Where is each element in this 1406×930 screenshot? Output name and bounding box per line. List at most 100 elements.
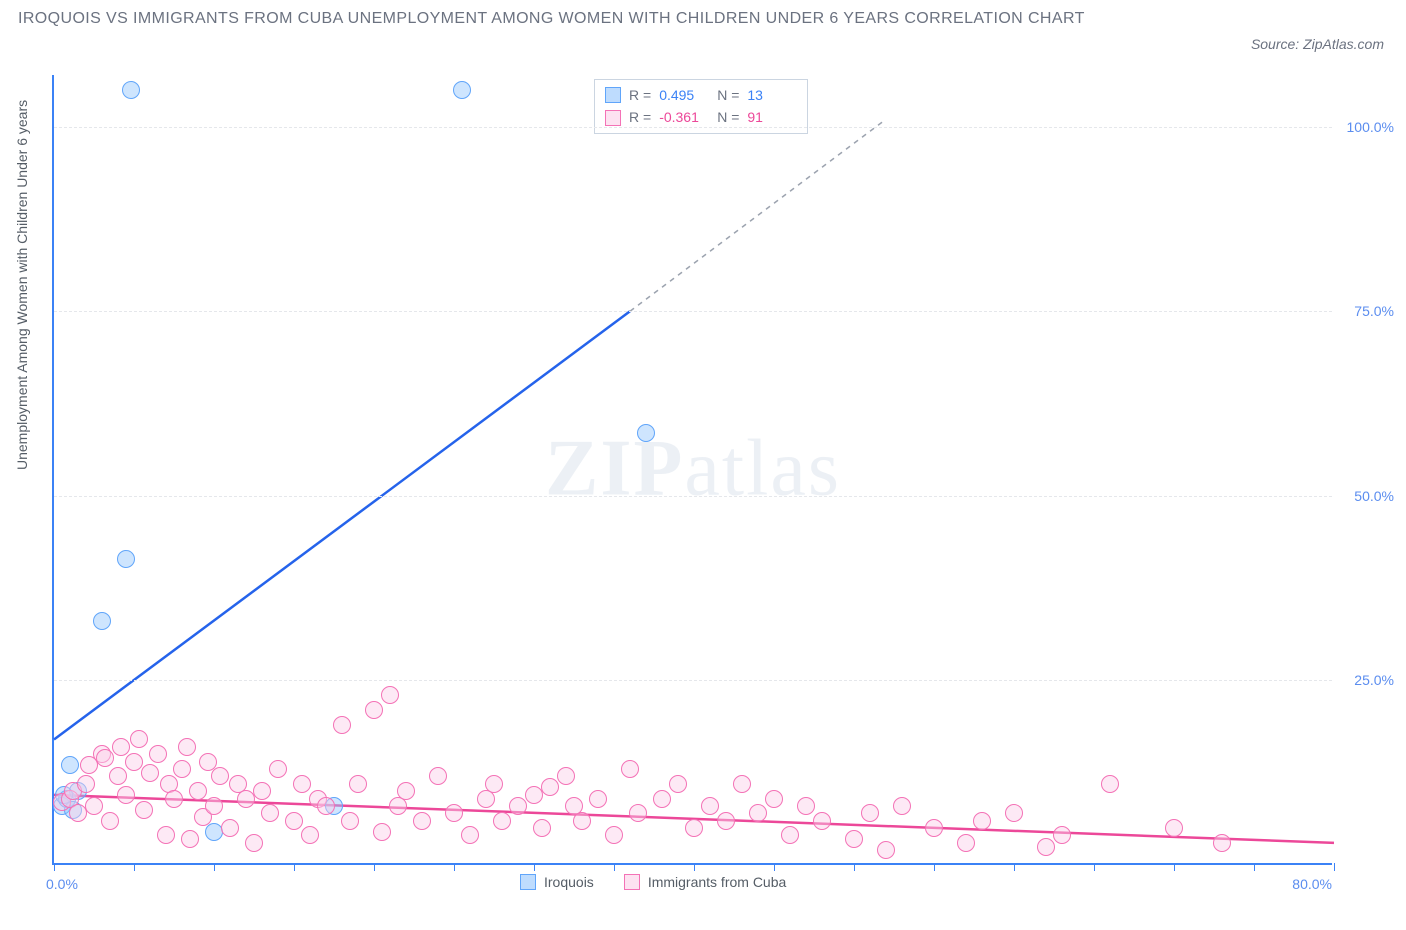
stat-n-value: 13: [747, 84, 797, 106]
data-point: [1005, 804, 1023, 822]
legend-item: Iroquois: [520, 874, 594, 890]
data-point: [365, 701, 383, 719]
data-point: [122, 81, 140, 99]
data-point: [733, 775, 751, 793]
stat-r-value: 0.495: [659, 84, 709, 106]
data-point: [701, 797, 719, 815]
data-point: [509, 797, 527, 815]
data-point: [605, 826, 623, 844]
data-point: [381, 686, 399, 704]
data-point: [861, 804, 879, 822]
data-point: [117, 550, 135, 568]
data-point: [349, 775, 367, 793]
data-point: [149, 745, 167, 763]
data-point: [845, 830, 863, 848]
data-point: [245, 834, 263, 852]
y-tick-label: 100.0%: [1347, 119, 1394, 135]
x-tick: [694, 863, 695, 871]
data-point: [199, 753, 217, 771]
data-point: [557, 767, 575, 785]
data-point: [1165, 819, 1183, 837]
legend-label: Immigrants from Cuba: [648, 874, 786, 890]
stats-legend-row: R =-0.361N =91: [605, 106, 797, 128]
data-point: [717, 812, 735, 830]
data-point: [533, 819, 551, 837]
data-point: [669, 775, 687, 793]
data-point: [485, 775, 503, 793]
data-point: [621, 760, 639, 778]
data-point: [112, 738, 130, 756]
data-point: [135, 801, 153, 819]
data-point: [541, 778, 559, 796]
data-point: [341, 812, 359, 830]
y-tick-label: 75.0%: [1354, 303, 1394, 319]
x-tick: [1094, 863, 1095, 871]
data-point: [85, 797, 103, 815]
stat-r-label: R =: [629, 106, 651, 128]
data-point: [125, 753, 143, 771]
data-point: [269, 760, 287, 778]
data-point: [461, 826, 479, 844]
data-point: [93, 612, 111, 630]
data-point: [637, 424, 655, 442]
legend-swatch: [520, 874, 536, 890]
legend-item: Immigrants from Cuba: [624, 874, 786, 890]
data-point: [1213, 834, 1231, 852]
x-tick: [374, 863, 375, 871]
data-point: [429, 767, 447, 785]
data-point: [333, 716, 351, 734]
stat-r-value: -0.361: [659, 106, 709, 128]
data-point: [893, 797, 911, 815]
data-point: [397, 782, 415, 800]
data-point: [629, 804, 647, 822]
x-tick: [294, 863, 295, 871]
x-tick: [614, 863, 615, 871]
data-point: [1037, 838, 1055, 856]
data-point: [141, 764, 159, 782]
x-tick: [54, 863, 55, 871]
data-point: [101, 812, 119, 830]
regression-line: [54, 311, 630, 739]
x-tick: [1014, 863, 1015, 871]
stats-legend-row: R =0.495N =13: [605, 84, 797, 106]
data-point: [453, 81, 471, 99]
data-point: [1101, 775, 1119, 793]
source-attribution: Source: ZipAtlas.com: [1251, 36, 1384, 52]
data-point: [130, 730, 148, 748]
data-point: [205, 797, 223, 815]
data-point: [653, 790, 671, 808]
data-point: [685, 819, 703, 837]
data-point: [165, 790, 183, 808]
data-point: [109, 767, 127, 785]
data-point: [173, 760, 191, 778]
data-point: [765, 790, 783, 808]
regression-line-extrapolated: [630, 119, 886, 311]
x-tick: [934, 863, 935, 871]
stat-r-label: R =: [629, 84, 651, 106]
legend-label: Iroquois: [544, 874, 594, 890]
data-point: [781, 826, 799, 844]
legend-swatch: [624, 874, 640, 890]
y-axis-label: Unemployment Among Women with Children U…: [14, 100, 30, 470]
data-point: [493, 812, 511, 830]
gridline: [54, 127, 1332, 128]
data-point: [749, 804, 767, 822]
data-point: [973, 812, 991, 830]
x-tick: [1334, 863, 1335, 871]
data-point: [573, 812, 591, 830]
data-point: [117, 786, 135, 804]
data-point: [589, 790, 607, 808]
data-point: [285, 812, 303, 830]
data-point: [221, 819, 239, 837]
x-tick: [1254, 863, 1255, 871]
plot-area: ZIPatlas R =0.495N =13R =-0.361N =91 25.…: [52, 75, 1332, 865]
x-axis-min-label: 0.0%: [46, 876, 78, 892]
data-point: [301, 826, 319, 844]
chart-title: IROQUOIS VS IMMIGRANTS FROM CUBA UNEMPLO…: [18, 6, 1118, 32]
stat-n-label: N =: [717, 106, 739, 128]
data-point: [445, 804, 463, 822]
series-legend: Iroquois Immigrants from Cuba: [520, 874, 786, 890]
y-tick-label: 25.0%: [1354, 672, 1394, 688]
x-tick: [534, 863, 535, 871]
data-point: [253, 782, 271, 800]
